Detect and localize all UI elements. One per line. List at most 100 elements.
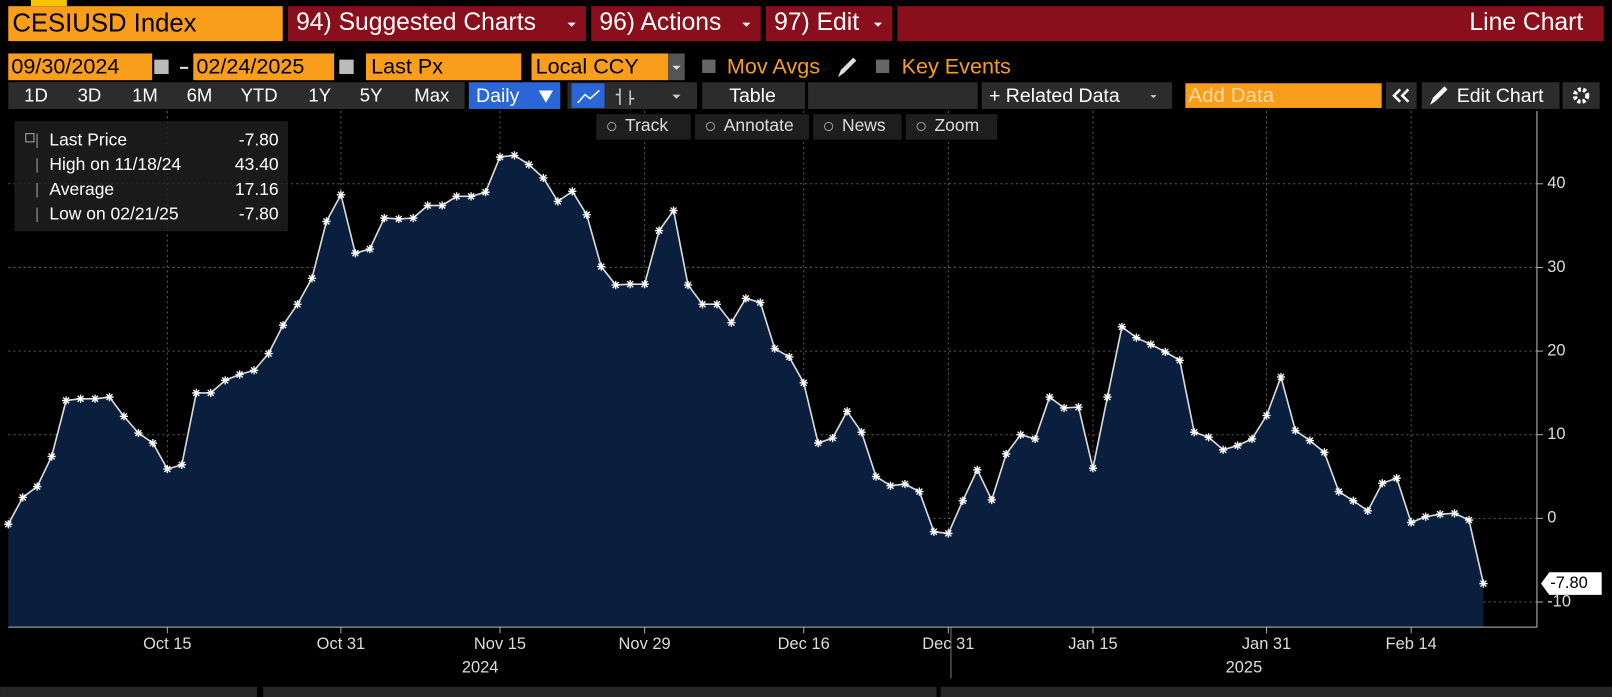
point-marker [380,213,389,223]
range-button[interactable]: Max [414,85,450,106]
legend-value: 17.16 [235,179,279,199]
point-marker [1002,449,1011,459]
tool-label[interactable]: Track [625,115,668,135]
point-marker [814,438,823,448]
point-marker [177,460,186,469]
range-button[interactable]: 5Y [360,85,383,106]
point-marker [1262,411,1271,420]
toolbar-spacer [808,82,978,109]
range-button[interactable]: 1Y [308,85,331,106]
point-marker [394,214,403,224]
dropdown-arrow [672,94,681,99]
point-marker [423,201,432,210]
point-marker [857,428,866,437]
related-data-button[interactable] [981,82,1172,109]
tool-icon [607,121,617,132]
point-marker [915,487,924,496]
legend-label: High on 11/18/24 [49,154,181,174]
start-date-field[interactable] [8,53,153,81]
menu-label: 97) Edit [774,9,859,36]
point-marker [568,187,577,196]
line-chart-icon[interactable] [571,83,605,108]
point-marker [4,520,13,529]
x-tick-label: Nov 29 [619,635,671,653]
point-marker [626,280,635,289]
calendar-icon[interactable] [154,59,169,75]
point-marker [119,412,129,421]
point-marker [351,249,360,258]
range-button[interactable]: 6M [187,85,213,106]
point-marker [481,188,490,197]
tool-label[interactable]: Zoom [935,115,980,135]
tool-button[interactable] [813,114,902,140]
point-marker [163,464,172,474]
settings-button[interactable] [1562,82,1600,109]
point-marker [1305,436,1315,445]
end-date-field[interactable] [193,53,335,81]
point-marker [510,151,519,160]
point-marker [1016,430,1025,439]
edit-chart-button[interactable] [1421,82,1560,109]
gear-icon [1572,87,1590,104]
point-marker [958,496,967,505]
point-marker [47,452,56,461]
tool-button[interactable] [905,114,998,140]
range-button[interactable]: 1D [24,85,48,106]
currency-selector[interactable] [531,53,669,81]
point-marker [1334,487,1343,496]
point-marker [1219,445,1228,454]
point-marker [770,344,779,353]
chart-kind-label: Line Chart [1469,9,1583,36]
line-icon [577,89,600,104]
menu-label: 94) Suggested Charts [296,9,536,36]
add-data-field[interactable] [1185,83,1382,108]
point-marker [1117,322,1127,331]
table-button[interactable] [702,82,805,109]
field-selector[interactable] [366,53,522,81]
point-marker [409,213,418,223]
field-label: Last Px [371,54,443,79]
point-marker [438,201,447,210]
status-panel [940,686,1612,697]
range-button[interactable]: 3D [78,85,102,106]
point-marker [1088,464,1098,473]
point-marker [90,394,100,403]
ticker-field[interactable] [8,6,283,42]
year-label: 2024 [462,659,499,677]
calendar-icon[interactable] [339,59,354,75]
collapse-icon [1392,88,1410,103]
point-marker [1045,392,1054,402]
range-button[interactable]: YTD [241,85,278,106]
tool-button[interactable] [596,114,691,140]
point-marker [1031,434,1040,444]
range-button[interactable]: 1M [132,85,158,106]
menu-button[interactable] [591,6,761,42]
x-tick-label: Oct 31 [317,635,365,653]
status-panel [263,686,937,697]
point-marker [1190,428,1199,437]
point-marker [1132,333,1141,342]
dropdown-arrow [873,22,883,27]
legend-value: -7.80 [239,203,279,223]
checkbox[interactable] [875,59,890,73]
related-data-label: + Related Data [989,85,1120,107]
point-marker [1421,512,1430,521]
year-label: 2025 [1226,659,1263,677]
point-marker [944,529,953,538]
menu-button[interactable] [765,6,893,42]
point-marker [192,388,201,398]
ticker-text: CESIUSD Index [12,9,196,37]
x-tick-label: Dec 31 [922,635,974,653]
point-marker [842,407,852,416]
tool-label[interactable]: Annotate [724,115,794,135]
menu-button[interactable] [287,6,587,42]
legend-collapse [25,133,35,143]
point-marker [1363,506,1372,515]
tool-label[interactable]: News [842,115,886,135]
point-marker [539,173,548,183]
checkbox[interactable] [702,59,716,73]
point-marker [553,197,562,206]
point-marker [221,376,230,385]
point-marker [336,190,346,199]
toggle-label: Mov Avgs [727,54,820,79]
